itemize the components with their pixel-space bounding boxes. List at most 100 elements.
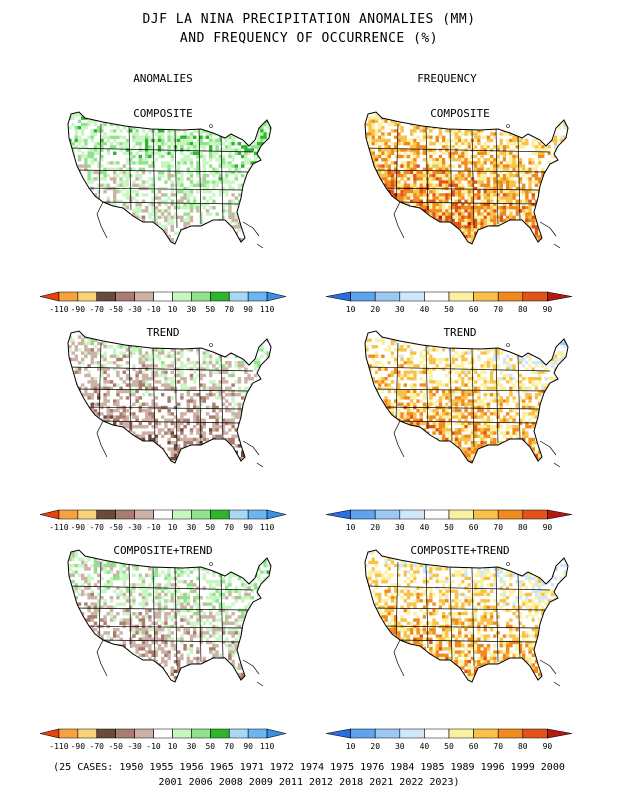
column-heading-anomalies: ANOMALIES	[133, 72, 193, 85]
legend-tick-label: 50	[444, 742, 454, 751]
legend-swatch	[325, 728, 351, 739]
legend-swatch	[399, 291, 425, 302]
legend-tick-label: -110	[49, 305, 68, 314]
legend-swatch	[547, 291, 573, 302]
legend-tick-label: 30	[395, 742, 405, 751]
legend-swatch	[77, 291, 98, 302]
legend-tick-label: 30	[187, 305, 197, 314]
footer-cases-line-2: 2001 2006 2008 2009 2011 2012 2018 2021 …	[158, 777, 460, 788]
us-outline	[364, 549, 569, 683]
legend-tick-label: 50	[205, 305, 215, 314]
legend-swatch	[58, 291, 79, 302]
map-frequency-composite-trend	[364, 549, 569, 687]
legend-tick-label: 60	[469, 305, 479, 314]
legend-swatch	[374, 291, 401, 302]
legend-tick-label: 70	[224, 305, 234, 314]
legend-swatch	[39, 291, 60, 302]
legend-swatch	[96, 509, 116, 520]
legend-swatch	[473, 291, 499, 302]
title-line-2: AND FREQUENCY OF OCCURRENCE (%)	[179, 31, 439, 46]
legend-swatch	[424, 728, 450, 739]
legend-swatch	[399, 509, 425, 520]
legend-swatch	[522, 728, 548, 739]
legend-tick-label: 30	[395, 305, 405, 314]
legend-swatch	[350, 509, 376, 520]
legend-swatch	[497, 509, 524, 520]
us-outline	[364, 330, 569, 464]
legend-tick-label: 90	[243, 305, 253, 314]
legend-tick-label: -30	[127, 305, 142, 314]
legend-tick-label: -30	[127, 523, 142, 532]
legend-tick-label: 40	[420, 742, 430, 751]
anomaly-legend-bar-2: -110 -90 -70 -50 -30 -10 10 30 50 70 90 110	[39, 509, 287, 532]
legend-tick-label: 40	[420, 523, 430, 532]
legend-swatch	[374, 728, 401, 739]
legend-tick-label: 30	[187, 523, 197, 532]
legend-swatch	[96, 291, 116, 302]
legend-tick-label: -30	[127, 742, 142, 751]
legend-swatch	[172, 728, 192, 739]
legend-tick-label: 80	[518, 742, 528, 751]
legend-tick-label: 40	[420, 305, 430, 314]
us-outline	[67, 111, 272, 245]
legend-tick-label: -70	[90, 305, 105, 314]
legend-swatch	[497, 728, 524, 739]
legend-swatch	[134, 291, 154, 302]
legend-tick-label: 110	[260, 523, 275, 532]
legend-tick-label: 110	[260, 742, 275, 751]
legend-swatch	[77, 509, 98, 520]
legend-tick-label: 20	[370, 523, 380, 532]
legend-swatch	[191, 728, 211, 739]
legend-tick-label: 10	[168, 305, 178, 314]
map-frequency-trend	[364, 330, 569, 468]
legend-swatch	[497, 291, 524, 302]
panel-title-frequency-composite: COMPOSITE	[430, 107, 490, 120]
legend-tick-label: -50	[108, 742, 123, 751]
legend-swatch	[448, 509, 474, 520]
legend-swatch	[39, 728, 60, 739]
legend-tick-label: 10	[346, 523, 356, 532]
legend-tick-label: 50	[205, 742, 215, 751]
legend-tick-label: 20	[370, 305, 380, 314]
legend-tick-label: -70	[90, 742, 105, 751]
anomaly-legend-bar-3: -110 -90 -70 -50 -30 -10 10 30 50 70 90 110	[39, 728, 287, 751]
legend-swatch	[473, 728, 499, 739]
column-heading-frequency: FREQUENCY	[417, 72, 477, 85]
legend-swatch	[522, 509, 548, 520]
legend-tick-label: -70	[90, 523, 105, 532]
legend-tick-label: 70	[493, 742, 503, 751]
legend-swatch	[350, 291, 376, 302]
legend-tick-label: 30	[395, 523, 405, 532]
legend-swatch	[266, 291, 287, 302]
legend-tick-label: 90	[243, 523, 253, 532]
frequency-legend-bar-3: 10 20 30 40 50 60 70 80 90	[325, 728, 573, 751]
legend-swatch	[247, 509, 268, 520]
map-anomaly-trend	[67, 330, 272, 468]
legend-swatch	[266, 509, 287, 520]
legend-swatch	[350, 728, 376, 739]
legend-tick-label: -10	[146, 742, 161, 751]
legend-swatch	[247, 728, 268, 739]
legend-swatch	[96, 728, 116, 739]
anomaly-legend-bar-1: -110 -90 -70 -50 -30 -10 10 30 50 70 90 110	[39, 291, 287, 314]
legend-swatch	[191, 291, 211, 302]
legend-swatch	[153, 291, 173, 302]
panel-title-anomaly-trend: TREND	[146, 326, 180, 339]
legend-swatch	[58, 509, 79, 520]
legend-tick-label: 70	[224, 742, 234, 751]
legend-tick-label: -50	[108, 523, 123, 532]
legend-swatch	[325, 509, 351, 520]
legend-tick-label: 50	[444, 523, 454, 532]
panel-title-anomaly-composite: COMPOSITE	[133, 107, 193, 120]
legend-swatch	[448, 291, 474, 302]
legend-swatch	[399, 728, 425, 739]
legend-swatch	[266, 728, 287, 739]
legend-tick-label: 60	[469, 742, 479, 751]
legend-swatch	[522, 291, 548, 302]
legend-swatch	[424, 291, 450, 302]
legend-swatch	[210, 509, 230, 520]
legend-tick-label: 10	[346, 742, 356, 751]
legend-swatch	[473, 509, 499, 520]
legend-tick-label: 50	[205, 523, 215, 532]
legend-swatch	[77, 728, 98, 739]
